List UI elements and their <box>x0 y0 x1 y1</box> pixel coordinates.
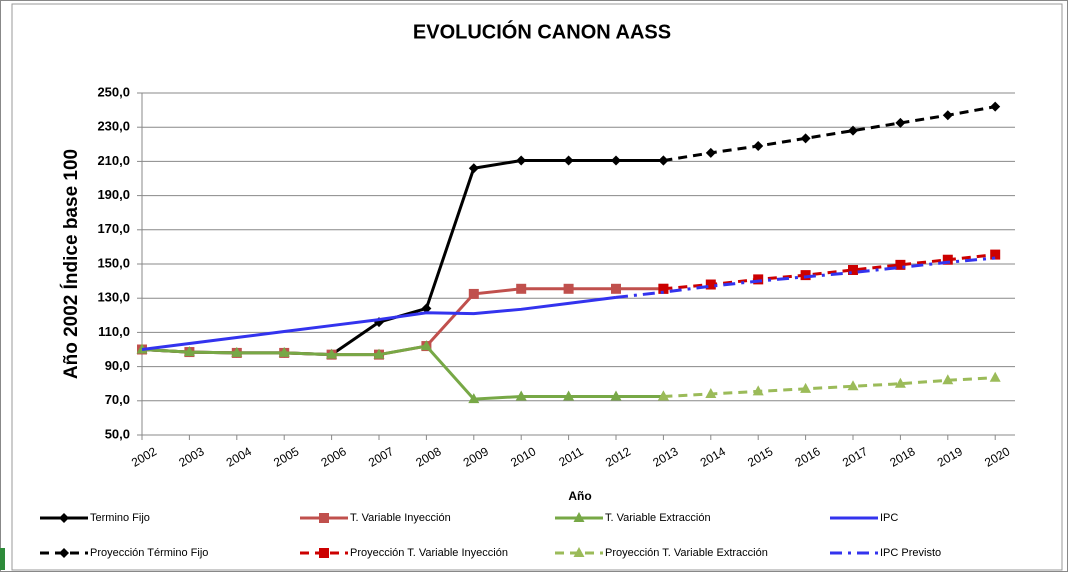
marker <box>563 390 575 401</box>
marker <box>752 385 764 396</box>
y-tick-label: 70,0 <box>105 392 130 407</box>
marker <box>895 259 906 270</box>
marker <box>847 380 859 391</box>
y-tick-label: 150,0 <box>97 255 130 270</box>
y-tick-label: 210,0 <box>97 153 130 168</box>
marker <box>658 283 669 294</box>
series-line <box>663 376 996 399</box>
marker <box>848 264 858 275</box>
marker <box>468 393 480 404</box>
marker <box>563 283 574 294</box>
marker <box>705 387 717 398</box>
marker <box>705 147 716 158</box>
marker <box>611 283 621 294</box>
marker <box>278 346 290 357</box>
series-line <box>615 256 996 299</box>
marker <box>420 340 432 351</box>
marker <box>800 382 812 393</box>
marker <box>705 279 716 290</box>
marker <box>319 513 329 523</box>
marker <box>516 283 527 294</box>
marker <box>990 101 1001 112</box>
marker <box>231 346 243 357</box>
marker <box>990 249 1001 260</box>
marker <box>942 374 954 385</box>
marker <box>515 390 527 401</box>
marker <box>373 348 385 359</box>
legend-label: IPC Previsto <box>880 547 941 559</box>
marker <box>753 274 764 285</box>
legend-label: T. Variable Extracción <box>605 512 711 524</box>
marker <box>563 155 574 166</box>
y-tick-label: 130,0 <box>97 290 130 305</box>
marker <box>516 155 527 166</box>
marker <box>658 155 669 166</box>
marker <box>942 110 953 121</box>
marker <box>610 390 622 401</box>
legend-label: Termino Fijo <box>90 512 150 524</box>
series-line <box>663 253 996 291</box>
marker <box>468 288 479 299</box>
marker <box>183 346 195 357</box>
chart-area <box>11 3 1063 571</box>
chart-title: EVOLUCIÓN CANON AASS <box>413 19 671 43</box>
legend-label: IPC <box>880 512 898 524</box>
marker <box>421 303 432 314</box>
marker <box>657 390 669 401</box>
y-tick-label: 170,0 <box>97 221 130 236</box>
y-tick-label: 90,0 <box>105 358 130 373</box>
x-axis-label: Año <box>568 489 591 503</box>
corner-mark <box>0 548 5 570</box>
marker <box>753 141 764 152</box>
y-tick-label: 250,0 <box>97 84 130 99</box>
marker <box>989 371 1001 382</box>
marker <box>573 512 585 522</box>
marker <box>326 348 338 359</box>
marker <box>895 117 906 128</box>
y-tick-label: 110,0 <box>98 324 130 339</box>
marker <box>894 377 906 388</box>
marker <box>800 270 811 281</box>
marker <box>59 548 69 558</box>
marker <box>800 133 811 144</box>
y-axis-label: Año 2002 Índice base 100 <box>60 149 82 379</box>
y-tick-label: 190,0 <box>97 187 130 202</box>
series-line <box>141 295 617 351</box>
y-tick-label: 50,0 <box>105 426 130 441</box>
marker <box>319 548 329 558</box>
legend-label: Proyección Término Fijo <box>90 547 208 559</box>
series-line <box>141 344 664 401</box>
marker <box>59 513 69 523</box>
marker <box>942 254 953 265</box>
marker <box>611 155 621 166</box>
legend-label: Proyección T. Variable Extracción <box>605 547 768 559</box>
legend-label: T. Variable Inyección <box>350 512 451 524</box>
y-tick-label: 230,0 <box>97 119 130 134</box>
legend-label: Proyección T. Variable Inyección <box>350 547 508 559</box>
series-line <box>663 105 996 163</box>
marker <box>573 547 585 557</box>
marker <box>848 125 858 136</box>
marker <box>468 163 479 174</box>
